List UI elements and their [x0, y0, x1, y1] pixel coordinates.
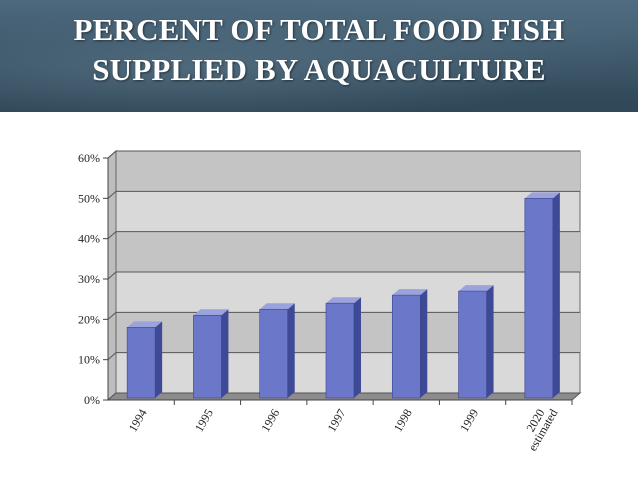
x-tick-label: 1998 — [391, 407, 415, 435]
slide-title-line-1: PERCENT OF TOTAL FOOD FISH — [73, 12, 565, 47]
gridline — [107, 231, 580, 240]
bar — [458, 290, 487, 399]
bar — [391, 294, 421, 399]
bar — [524, 198, 554, 399]
x-tick-label: 1997 — [324, 407, 348, 435]
bar-top — [259, 303, 295, 310]
bar — [259, 308, 289, 399]
x-tick-label: 1994 — [126, 407, 150, 435]
bar-side — [155, 321, 163, 398]
bar-side — [354, 297, 361, 398]
bar-top — [458, 285, 494, 292]
y-tick-label: 40% — [78, 232, 100, 246]
y-tick-label: 60% — [78, 151, 100, 165]
grid-band — [116, 231, 580, 272]
slide-title-line-2: SUPPLIED BY AQUACULTURE — [92, 52, 546, 87]
bar-side — [287, 303, 295, 398]
bar — [325, 302, 355, 399]
grid-band — [116, 151, 580, 192]
bar-top — [524, 192, 560, 199]
bar-top — [127, 321, 163, 328]
title-banner: PERCENT OF TOTAL FOOD FISH SUPPLIED BY A… — [0, 0, 638, 112]
bar-top — [193, 309, 229, 316]
bar — [193, 315, 222, 399]
y-tick-label: 20% — [78, 312, 100, 326]
x-tick-label: 1995 — [192, 407, 216, 435]
gridline — [107, 190, 580, 199]
bar-side — [552, 192, 560, 398]
x-tick-label: 1999 — [457, 407, 481, 435]
y-tick-label: 10% — [78, 353, 100, 367]
gridline — [107, 150, 580, 159]
x-tick-label: 1996 — [258, 407, 282, 435]
bar-chart: 0% 10% 20% 30% 40% 50% 60% 1994 1995 1996 1997 1998… — [78, 149, 582, 453]
y-tick-label: 30% — [78, 272, 100, 286]
bar-side — [221, 309, 229, 398]
bar-side — [420, 289, 428, 398]
bar-side — [486, 285, 494, 398]
y-tick-label: 0% — [84, 393, 100, 407]
bar-top — [392, 289, 428, 296]
gridline — [107, 271, 580, 280]
bar-top — [326, 297, 361, 304]
y-tick-label: 50% — [78, 191, 100, 205]
bar — [126, 327, 156, 399]
